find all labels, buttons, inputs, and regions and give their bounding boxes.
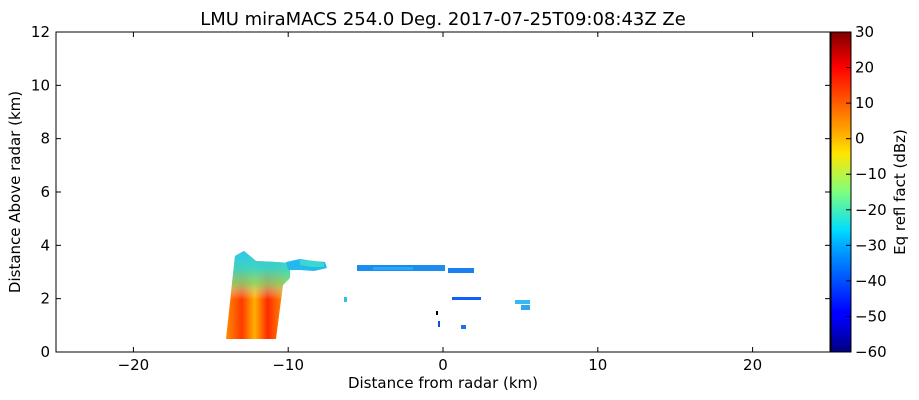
convective-echo-top	[226, 251, 290, 339]
x-axis-label: Distance from radar (km)	[348, 374, 538, 392]
echo-layer-low	[452, 297, 481, 300]
x-tick-label: 10	[588, 356, 607, 374]
colorbar-tick-label: −60	[855, 343, 887, 361]
echo-speck-1	[344, 297, 347, 302]
colorbar-tick-label: −50	[855, 307, 887, 325]
x-tick-label: 0	[438, 356, 448, 374]
echo-speck-4	[438, 321, 440, 327]
colorbar-tick-label: −30	[855, 236, 887, 254]
colorbar-tick-label: 0	[855, 130, 865, 148]
y-tick-label: 2	[40, 290, 50, 308]
y-axis-label: Distance Above radar (km)	[6, 91, 24, 293]
colorbar-tick-label: 10	[855, 94, 874, 112]
x-tick-label: 20	[743, 356, 762, 374]
colorbar-tick-label: −10	[855, 165, 887, 183]
echo-speck-2b	[521, 305, 530, 310]
echo-layer	[226, 251, 530, 339]
colorbar: 30 20 10 0 −10 −20 −30 −40 −50 −60 Eq refl fact (…	[830, 23, 909, 361]
echo-layer-mid-2	[448, 268, 474, 273]
echo-speck-2	[515, 300, 530, 304]
x-tick-label: −20	[118, 356, 150, 374]
echo-speck-3	[436, 311, 438, 315]
colorbar-tick-label: 30	[855, 23, 874, 41]
colorbar-axis: 30 20 10 0 −10 −20 −30 −40 −50 −60	[846, 23, 887, 361]
x-axis: −20 −10 0 10 20	[118, 32, 762, 374]
colorbar-gradient	[830, 31, 852, 353]
y-axis: 0 2 4 6 8 10 12	[31, 23, 830, 361]
echo-anvil-edge	[300, 260, 324, 267]
colorbar-label: Eq refl fact (dBz)	[891, 129, 909, 255]
x-tick-label: −10	[272, 356, 304, 374]
y-tick-label: 10	[31, 76, 50, 94]
echo-layer-mid-1b	[373, 267, 413, 270]
y-tick-label: 4	[40, 236, 50, 254]
y-tick-label: 8	[40, 130, 50, 148]
plot-area: −20 −10 0 10 20 0 2 4 6 8 10 12	[31, 23, 831, 374]
plot-frame	[55, 31, 831, 353]
colorbar-tick-label: 20	[855, 59, 874, 77]
y-tick-label: 12	[31, 23, 50, 41]
echo-speck-5	[461, 325, 466, 329]
y-tick-label: 6	[40, 183, 50, 201]
colorbar-tick-label: −20	[855, 201, 887, 219]
chart-title: LMU miraMACS 254.0 Deg. 2017-07-25T09:08…	[200, 9, 686, 30]
y-tick-label: 0	[40, 343, 50, 361]
colorbar-tick-label: −40	[855, 272, 887, 290]
